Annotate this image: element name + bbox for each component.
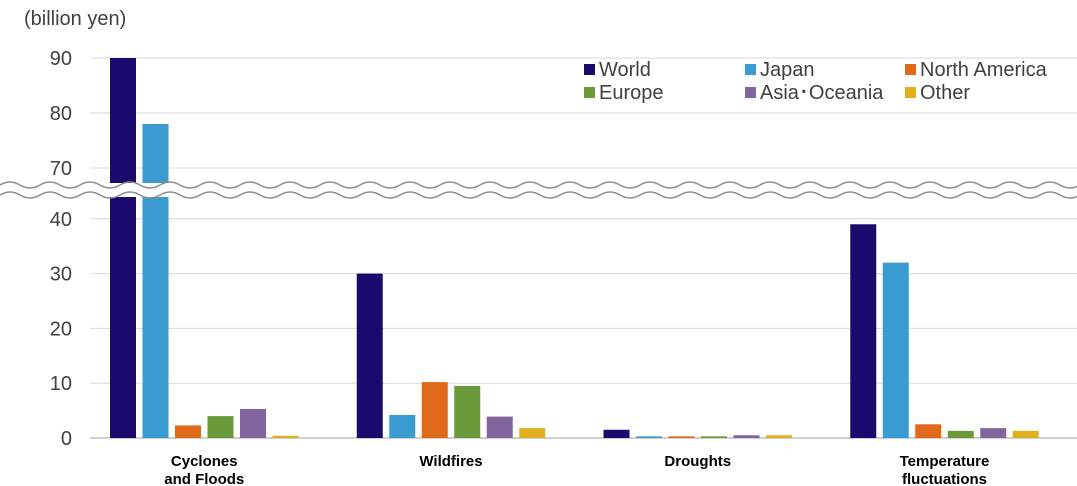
bar bbox=[733, 435, 760, 438]
x-category-label: Wildfires bbox=[419, 453, 482, 470]
y-tick-label: 10 bbox=[50, 373, 72, 395]
bar bbox=[207, 416, 234, 438]
legend-swatch bbox=[584, 64, 595, 75]
legend-swatch bbox=[745, 87, 756, 98]
bar bbox=[915, 424, 942, 438]
bar bbox=[272, 435, 299, 438]
legend-label: North America bbox=[920, 59, 1048, 81]
y-tick-label: 90 bbox=[50, 48, 72, 70]
legend-swatch bbox=[905, 64, 916, 75]
bar bbox=[519, 428, 546, 438]
bar bbox=[110, 58, 136, 438]
axis-break-line bbox=[0, 181, 1077, 189]
x-category-label: Droughts bbox=[664, 453, 731, 470]
bar bbox=[454, 385, 481, 438]
y-tick-label: 70 bbox=[50, 158, 72, 180]
bar bbox=[701, 436, 727, 438]
bar bbox=[486, 416, 513, 438]
legend-label: World bbox=[599, 59, 651, 81]
legend-swatch bbox=[745, 64, 756, 75]
y-tick-label: 80 bbox=[50, 103, 72, 125]
bar bbox=[980, 428, 1007, 438]
legend-label: Japan bbox=[760, 59, 815, 81]
bar bbox=[142, 124, 169, 438]
bar bbox=[356, 273, 383, 438]
y-tick-label: 40 bbox=[50, 209, 72, 231]
legend-swatch bbox=[905, 87, 916, 98]
bar bbox=[668, 436, 695, 438]
bar bbox=[850, 224, 877, 438]
bar bbox=[766, 435, 792, 438]
y-tick-label: 0 bbox=[61, 428, 72, 450]
legend-label: Europe bbox=[599, 82, 664, 104]
legend-label: Asia･Oceania bbox=[760, 82, 884, 104]
legend-label: Other bbox=[920, 82, 970, 104]
bar bbox=[882, 262, 909, 438]
bar bbox=[175, 425, 201, 438]
y-tick-label: 20 bbox=[50, 318, 72, 340]
bar bbox=[389, 414, 416, 438]
x-category-label: Temperature fluctuations bbox=[900, 453, 990, 486]
legend-swatch bbox=[584, 87, 595, 98]
bar bbox=[636, 436, 662, 438]
bar bbox=[603, 429, 630, 438]
axis-break-band bbox=[0, 183, 1077, 197]
y-axis-unit-label: (billion yen) bbox=[24, 8, 127, 30]
bar bbox=[947, 430, 974, 438]
x-category-label: Cyclones and Floods bbox=[164, 453, 244, 486]
bar bbox=[240, 408, 266, 438]
axis-break-line bbox=[0, 191, 1077, 199]
bar bbox=[1012, 430, 1039, 438]
bar bbox=[421, 382, 448, 438]
y-tick-label: 30 bbox=[50, 264, 72, 286]
